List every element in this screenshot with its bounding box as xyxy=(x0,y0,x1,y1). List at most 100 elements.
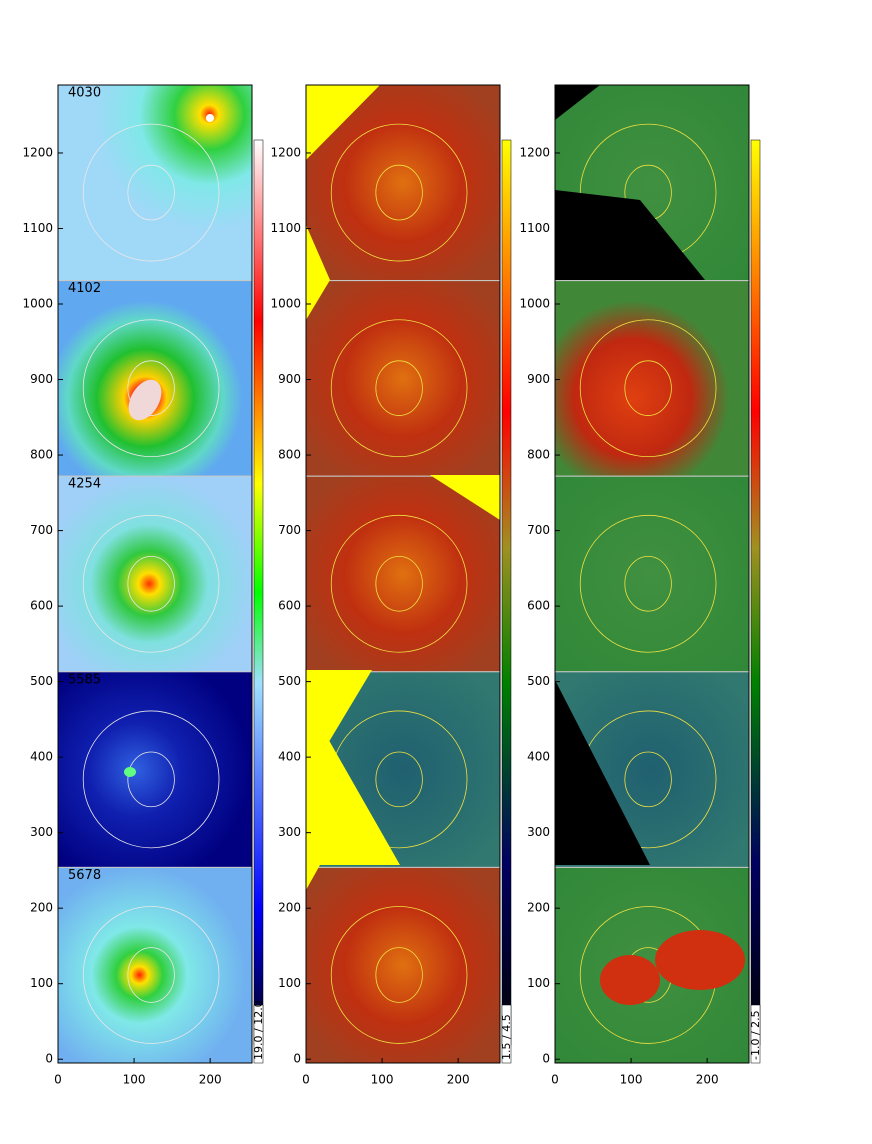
map-panel xyxy=(305,866,501,1064)
y-tick-label: 600 xyxy=(278,599,301,613)
x-tick-label: 0 xyxy=(54,1073,62,1087)
y-tick-label: 500 xyxy=(278,674,301,688)
contour xyxy=(624,360,672,416)
y-tick-label: 1200 xyxy=(270,145,301,159)
colorbar-label: -1.0 / 2.5 xyxy=(749,1010,762,1060)
contour xyxy=(127,360,175,416)
contour xyxy=(375,164,423,221)
y-tick-label: 900 xyxy=(30,372,53,386)
colorbar xyxy=(750,139,761,1046)
contour xyxy=(127,751,175,808)
y-tick-label: 900 xyxy=(278,372,301,386)
contour xyxy=(330,319,468,458)
map-panel xyxy=(57,866,253,1064)
y-tick-label: 900 xyxy=(527,372,550,386)
map-panel xyxy=(554,280,750,477)
colorbar-label: 19.0 / 12.0 xyxy=(252,1000,265,1060)
galaxy-label: 4254 xyxy=(68,477,101,492)
y-tick-label: 700 xyxy=(30,523,53,537)
colorbar-label-box xyxy=(501,1004,512,1064)
y-tick-label: 600 xyxy=(527,599,550,613)
y-tick-label: 1000 xyxy=(270,297,301,311)
contour xyxy=(375,947,423,1003)
y-tick-label: 500 xyxy=(527,674,550,688)
y-tick-label: 700 xyxy=(527,523,550,537)
y-tick-label: 200 xyxy=(278,901,301,915)
contour xyxy=(375,360,423,416)
contour xyxy=(579,514,717,653)
axes: 4030 4102 4254 5585 5678 0 100 200 300 400 500 600 7… xyxy=(22,84,762,1087)
x-tick-label: 200 xyxy=(199,1073,222,1087)
contour xyxy=(375,751,423,808)
contour xyxy=(82,906,220,1044)
y-tick-label: 400 xyxy=(30,750,53,764)
x-tick-label: 100 xyxy=(371,1073,394,1087)
galaxy-label: 4030 xyxy=(68,86,101,101)
panels xyxy=(57,84,750,1064)
x-tick-label: 200 xyxy=(696,1073,719,1087)
x-tick-label: 100 xyxy=(620,1073,643,1087)
contour xyxy=(82,514,220,653)
y-tick-label: 0 xyxy=(45,1052,53,1066)
y-tick-label: 300 xyxy=(30,825,53,839)
galaxy-label: 5585 xyxy=(68,672,101,687)
galaxy-label: 4102 xyxy=(68,281,101,296)
y-tick-label: 500 xyxy=(30,674,53,688)
map-panel xyxy=(57,475,253,673)
x-tick-label: 0 xyxy=(302,1073,310,1087)
y-tick-label: 1100 xyxy=(270,221,301,235)
frame xyxy=(554,84,750,1064)
y-tick-label: 0 xyxy=(542,1052,550,1066)
contour xyxy=(375,555,423,612)
map-panel xyxy=(305,475,501,673)
map-panel xyxy=(57,671,253,868)
contour xyxy=(579,319,717,458)
colorbar-label-box xyxy=(750,1004,761,1064)
galaxy-label: 5678 xyxy=(68,868,101,883)
y-tick-label: 400 xyxy=(527,750,550,764)
x-tick-label: 200 xyxy=(447,1073,470,1087)
contour xyxy=(127,164,175,221)
y-tick-label: 600 xyxy=(30,599,53,613)
y-tick-label: 100 xyxy=(527,976,550,990)
contour xyxy=(82,710,220,849)
y-tick-label: 400 xyxy=(278,750,301,764)
y-tick-label: 200 xyxy=(527,901,550,915)
x-tick-label: 0 xyxy=(551,1073,559,1087)
y-tick-label: 800 xyxy=(278,448,301,462)
contour xyxy=(624,751,672,808)
contour xyxy=(82,123,220,262)
contour xyxy=(127,947,175,1003)
contour xyxy=(330,906,468,1044)
colorbar xyxy=(501,139,512,1046)
y-tick-label: 700 xyxy=(278,523,301,537)
y-tick-label: 800 xyxy=(527,448,550,462)
y-tick-label: 1100 xyxy=(22,221,53,235)
y-tick-label: 200 xyxy=(30,901,53,915)
map-panel xyxy=(305,280,501,477)
y-tick-label: 0 xyxy=(293,1052,301,1066)
y-tick-label: 300 xyxy=(278,825,301,839)
y-tick-label: 1200 xyxy=(519,145,550,159)
contour xyxy=(82,319,220,458)
contour xyxy=(330,514,468,653)
contour xyxy=(127,555,175,612)
y-tick-label: 300 xyxy=(527,825,550,839)
colorbar-label: 1.5 / 4.5 xyxy=(500,1014,513,1060)
frame xyxy=(305,84,501,1064)
y-tick-label: 1000 xyxy=(22,297,53,311)
y-tick-label: 1100 xyxy=(519,221,550,235)
y-tick-label: 100 xyxy=(278,976,301,990)
y-tick-label: 800 xyxy=(30,448,53,462)
panel-shapes xyxy=(124,85,745,1005)
contour xyxy=(330,123,468,262)
colorbar xyxy=(253,139,264,1046)
y-tick-label: 1200 xyxy=(22,145,53,159)
colorbar-label-box xyxy=(253,1004,264,1064)
map-panel xyxy=(57,84,253,282)
contour xyxy=(624,555,672,612)
y-tick-label: 1000 xyxy=(519,297,550,311)
y-tick-label: 100 xyxy=(30,976,53,990)
x-tick-label: 100 xyxy=(123,1073,146,1087)
